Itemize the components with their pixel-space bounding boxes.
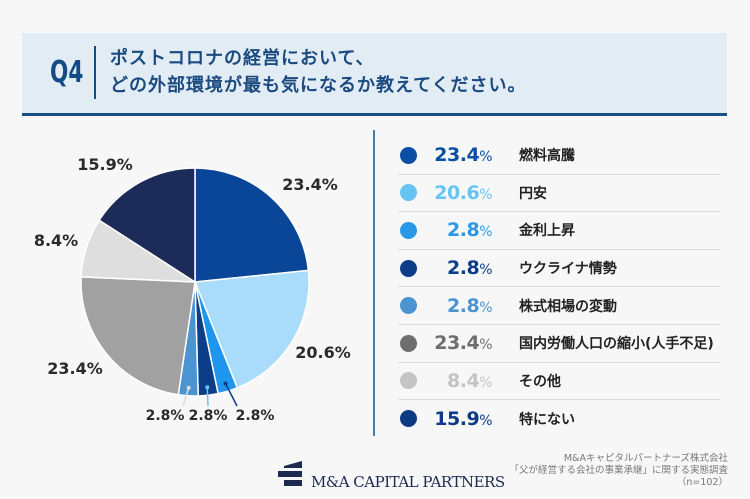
logo-text: M&A CAPITAL PARTNERS (311, 473, 505, 491)
data-label: 2.8% (189, 408, 228, 424)
pie-slice (194, 167, 310, 283)
source-line-2: 「父が経営する会社の事業承継」に関する実態調査 (509, 465, 728, 476)
legend-item: 2.8% 株式相場の変動 (398, 287, 720, 325)
legend-dot-icon (400, 410, 417, 428)
legend-value: 2.8% (447, 219, 492, 242)
question-number: Q4 (50, 55, 84, 90)
legend-label: 国内労働人口の縮小(人手不足) (519, 336, 714, 353)
legend-item: 23.4% 国内労働人口の縮小(人手不足) (398, 325, 720, 363)
title-line-1: ポストコロナの経営において、 (110, 48, 375, 69)
data-label: 8.4% (34, 231, 78, 250)
legend-item: 8.4% その他 (398, 363, 720, 401)
legend-item: 2.8% ウクライナ情勢 (398, 250, 720, 288)
legend-value: 23.4% (434, 144, 492, 167)
data-label: 2.8% (236, 408, 275, 424)
legend-item: 2.8% 金利上昇 (398, 212, 720, 250)
legend-label: 燃料高騰 (519, 148, 575, 165)
pie-slice (80, 276, 196, 396)
question-title: ポストコロナの経営において、 どの外部環境が最も気になるか教えてください。 (110, 45, 527, 99)
legend-item: 20.6% 円安 (398, 175, 720, 213)
data-label: 2.8% (146, 408, 185, 424)
leader-line (182, 387, 190, 407)
legend-value: 20.6% (434, 181, 492, 204)
logo-icon (278, 461, 302, 486)
leader-line (224, 383, 238, 407)
legend-dot-icon (400, 297, 417, 315)
legend-value: 2.8% (447, 257, 492, 280)
legend-divider (373, 130, 375, 436)
data-label: 15.9% (77, 155, 133, 174)
source-line-3: （n=102） (676, 477, 728, 488)
legend-dot-icon (400, 146, 417, 164)
pie-slice (193, 269, 310, 389)
data-label: 23.4% (282, 175, 338, 194)
legend-label: 株式相場の変動 (519, 298, 617, 315)
legend: 23.4% 燃料高騰 20.6% 円安 2.8% 金利上昇 2.8% ウクライナ情勢 2.8% 株… (398, 137, 720, 438)
source-note: M&Aキャピタルパートナーズ株式会社 「父が経営する会社の事業承継」に関する実態… (509, 453, 728, 489)
legend-item: 15.9% 特にない (398, 400, 720, 438)
legend-value: 23.4% (434, 332, 492, 355)
source-line-1: M&Aキャピタルパートナーズ株式会社 (563, 453, 728, 464)
legend-value: 8.4% (447, 369, 492, 392)
legend-dot-icon (400, 372, 417, 390)
divider (94, 46, 96, 99)
title-line-2: どの外部環境が最も気になるか教えてください。 (110, 75, 527, 96)
legend-value: 2.8% (447, 294, 492, 317)
legend-label: 金利上昇 (519, 223, 575, 240)
legend-dot-icon (400, 221, 417, 239)
legend-label: ウクライナ情勢 (519, 261, 617, 278)
legend-dot-icon (400, 184, 417, 202)
legend-dot-icon (400, 259, 417, 277)
legend-label: その他 (519, 373, 561, 390)
question-header: Q4 ポストコロナの経営において、 どの外部環境が最も気になるか教えてください。 (22, 33, 727, 116)
legend-item: 23.4% 燃料高騰 (398, 137, 720, 175)
pie-slice (98, 167, 196, 284)
legend-label: 円安 (519, 185, 547, 202)
legend-dot-icon (400, 334, 417, 352)
data-label: 20.6% (295, 343, 351, 362)
legend-value: 15.9% (434, 407, 492, 430)
leader-line (206, 387, 209, 407)
data-label: 23.4% (47, 359, 103, 378)
legend-label: 特にない (519, 411, 575, 428)
